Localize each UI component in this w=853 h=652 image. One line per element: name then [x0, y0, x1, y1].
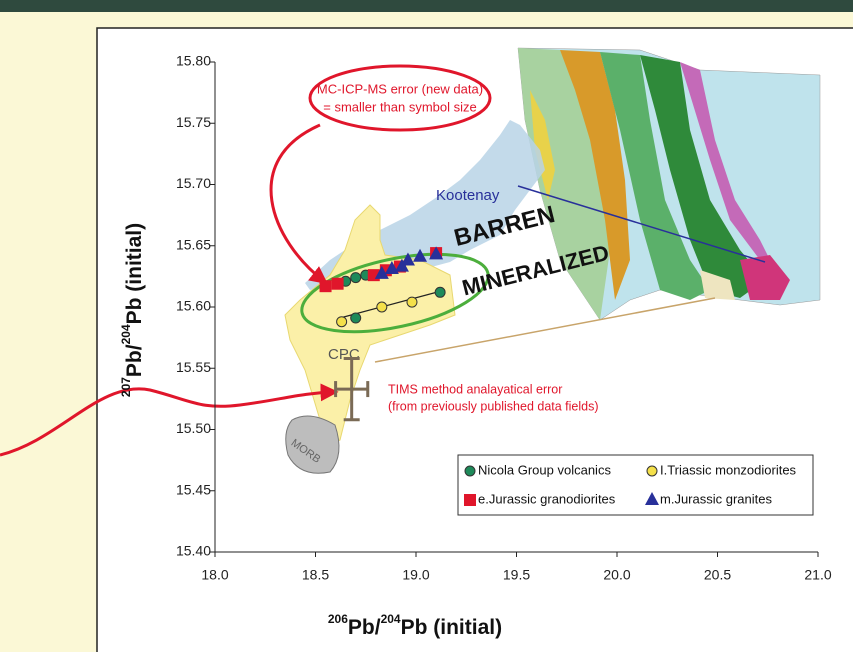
- x-tick-label: 18.0: [201, 567, 228, 583]
- x-tick-label: 19.0: [402, 567, 429, 583]
- marker: [464, 494, 476, 506]
- annotation: Kootenay: [436, 187, 500, 204]
- y-tick-label: 15.60: [176, 298, 211, 314]
- legend-label: Nicola Group volcanics: [478, 462, 611, 477]
- x-tick-label: 20.5: [704, 567, 731, 583]
- marker: [351, 313, 361, 323]
- y-tick-label: 15.55: [176, 359, 211, 375]
- callout-ellipse: [310, 66, 490, 130]
- y-tick-label: 15.65: [176, 236, 211, 252]
- legend-label: e.Jurassic granodiorites: [478, 491, 616, 506]
- page: {"chart_data": {"type": "scatter", "x_la…: [0, 0, 853, 652]
- marker: [337, 317, 347, 327]
- top-bar: [0, 0, 853, 12]
- annotation: MC-ICP-MS error (new data): [317, 81, 483, 96]
- marker: [465, 466, 475, 476]
- y-tick-label: 15.40: [176, 543, 211, 559]
- marker: [647, 466, 657, 476]
- x-tick-label: 20.0: [603, 567, 630, 583]
- x-tick-label: 21.0: [804, 567, 831, 583]
- x-label-part: Pb (initial): [401, 616, 503, 639]
- y-tick-label: 15.45: [176, 481, 211, 497]
- annotation: = smaller than symbol size: [323, 99, 477, 114]
- marker: [407, 297, 417, 307]
- y-tick-label: 15.70: [176, 175, 211, 191]
- y-label-part: Pb (initial): [123, 223, 146, 325]
- annotation: CPC: [328, 346, 360, 363]
- x-axis-label: 206Pb/204Pb (initial): [328, 612, 502, 638]
- y-tick-label: 15.80: [176, 53, 211, 69]
- x-label-part: 206: [328, 612, 348, 626]
- x-tick-label: 19.5: [503, 567, 530, 583]
- marker: [377, 302, 387, 312]
- annotation: (from previously published data fields): [388, 399, 599, 413]
- x-tick-label: 18.5: [302, 567, 329, 583]
- y-tick-label: 15.50: [176, 420, 211, 436]
- legend-label: I.Triassic monzodiorites: [660, 462, 797, 477]
- y-label-part: 204: [119, 324, 133, 344]
- marker: [332, 278, 344, 290]
- y-tick-label: 15.75: [176, 114, 211, 130]
- marker: [351, 273, 361, 283]
- marker: [320, 280, 332, 292]
- annotation: TIMS method analayatical error: [388, 382, 562, 396]
- x-label-part: 204: [381, 612, 401, 626]
- legend-label: m.Jurassic granites: [660, 491, 772, 506]
- marker: [435, 287, 445, 297]
- y-label-part: 207: [119, 377, 133, 397]
- x-label-part: Pb/: [348, 616, 381, 639]
- slide: MC-ICP-MS error (new data) = smaller tha…: [0, 0, 853, 652]
- y-label-part: Pb/: [123, 344, 146, 377]
- y-axis-label: 207Pb/204Pb (initial): [119, 223, 145, 397]
